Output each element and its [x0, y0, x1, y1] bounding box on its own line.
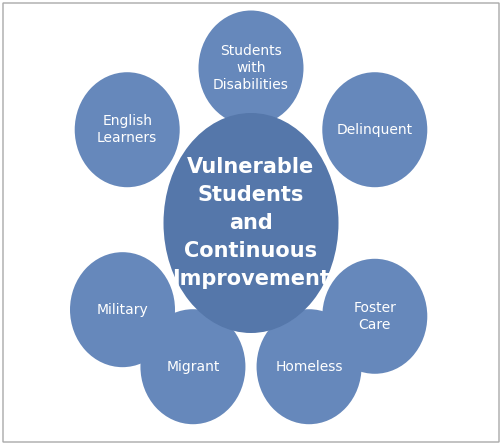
Ellipse shape	[322, 72, 426, 187]
Text: Vulnerable
Students
and
Continuous
Improvement: Vulnerable Students and Continuous Impro…	[172, 157, 329, 289]
Text: Delinquent: Delinquent	[336, 123, 412, 137]
Ellipse shape	[75, 72, 179, 187]
Text: Students
with
Disabilities: Students with Disabilities	[212, 44, 289, 92]
Ellipse shape	[256, 309, 361, 424]
Text: Migrant: Migrant	[166, 360, 219, 374]
Ellipse shape	[70, 252, 175, 367]
Text: Foster
Care: Foster Care	[353, 301, 395, 332]
Ellipse shape	[322, 259, 426, 374]
Text: Homeless: Homeless	[275, 360, 342, 374]
Text: Military: Military	[96, 303, 148, 317]
Text: English
Learners: English Learners	[97, 114, 157, 146]
Ellipse shape	[198, 11, 303, 125]
Ellipse shape	[140, 309, 245, 424]
Ellipse shape	[163, 113, 338, 333]
